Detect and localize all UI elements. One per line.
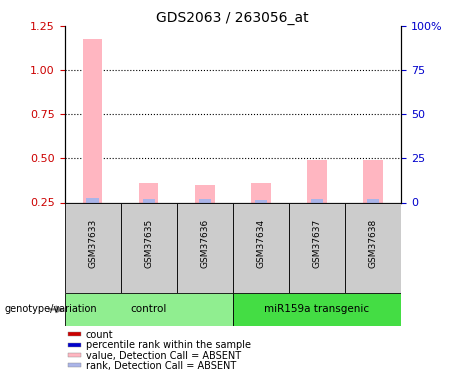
Bar bbox=[311, 200, 323, 202]
Text: value, Detection Call = ABSENT: value, Detection Call = ABSENT bbox=[86, 351, 241, 361]
Text: GSM37638: GSM37638 bbox=[368, 218, 378, 268]
Text: miR159a transgenic: miR159a transgenic bbox=[264, 304, 370, 314]
Bar bbox=[68, 333, 81, 336]
Bar bbox=[177, 202, 233, 292]
Bar bbox=[139, 183, 159, 203]
Title: GDS2063 / 263056_at: GDS2063 / 263056_at bbox=[156, 11, 309, 25]
Text: GSM37635: GSM37635 bbox=[144, 218, 153, 268]
Bar bbox=[199, 200, 211, 202]
Text: count: count bbox=[86, 330, 113, 340]
Bar bbox=[65, 202, 121, 292]
Text: GSM37637: GSM37637 bbox=[313, 218, 321, 268]
Bar bbox=[307, 160, 327, 202]
Bar bbox=[251, 183, 271, 203]
Bar bbox=[254, 200, 267, 202]
Bar bbox=[68, 363, 81, 368]
Text: GSM37633: GSM37633 bbox=[88, 218, 97, 268]
Bar bbox=[233, 292, 401, 326]
Bar bbox=[289, 202, 345, 292]
Bar bbox=[121, 202, 177, 292]
Bar bbox=[86, 198, 99, 202]
Text: percentile rank within the sample: percentile rank within the sample bbox=[86, 340, 251, 351]
Text: GSM37634: GSM37634 bbox=[256, 218, 266, 268]
Bar bbox=[68, 353, 81, 357]
Bar bbox=[142, 200, 155, 202]
Text: rank, Detection Call = ABSENT: rank, Detection Call = ABSENT bbox=[86, 361, 236, 371]
Bar bbox=[65, 292, 233, 326]
Bar bbox=[363, 160, 383, 202]
Bar bbox=[367, 199, 379, 202]
Bar bbox=[68, 343, 81, 347]
Text: GSM37636: GSM37636 bbox=[200, 218, 209, 268]
Text: control: control bbox=[130, 304, 167, 314]
Bar bbox=[195, 185, 214, 202]
Bar bbox=[83, 39, 102, 203]
Text: genotype/variation: genotype/variation bbox=[5, 304, 97, 314]
Bar bbox=[345, 202, 401, 292]
Bar bbox=[233, 202, 289, 292]
